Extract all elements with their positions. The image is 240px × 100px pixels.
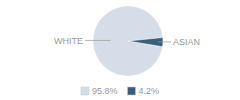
legend-label: 4.2%: [139, 86, 160, 96]
legend-label: 95.8%: [92, 86, 118, 96]
legend-swatch: [128, 87, 136, 95]
pie-slice: [93, 6, 163, 76]
slice-labels: WHITE ASIAN: [54, 36, 200, 47]
pie: [93, 6, 163, 76]
legend-item: 4.2%: [128, 86, 160, 96]
legend: 95.8% 4.2%: [81, 86, 159, 96]
chart: WHITE ASIAN 95.8% 4.2%: [0, 0, 240, 100]
slice-label: ASIAN: [173, 37, 200, 47]
legend-swatch: [81, 87, 89, 95]
leader-line: [85, 40, 111, 41]
leader-line: [158, 41, 171, 42]
slice-label: WHITE: [54, 36, 83, 46]
legend-item: 95.8%: [81, 86, 118, 96]
